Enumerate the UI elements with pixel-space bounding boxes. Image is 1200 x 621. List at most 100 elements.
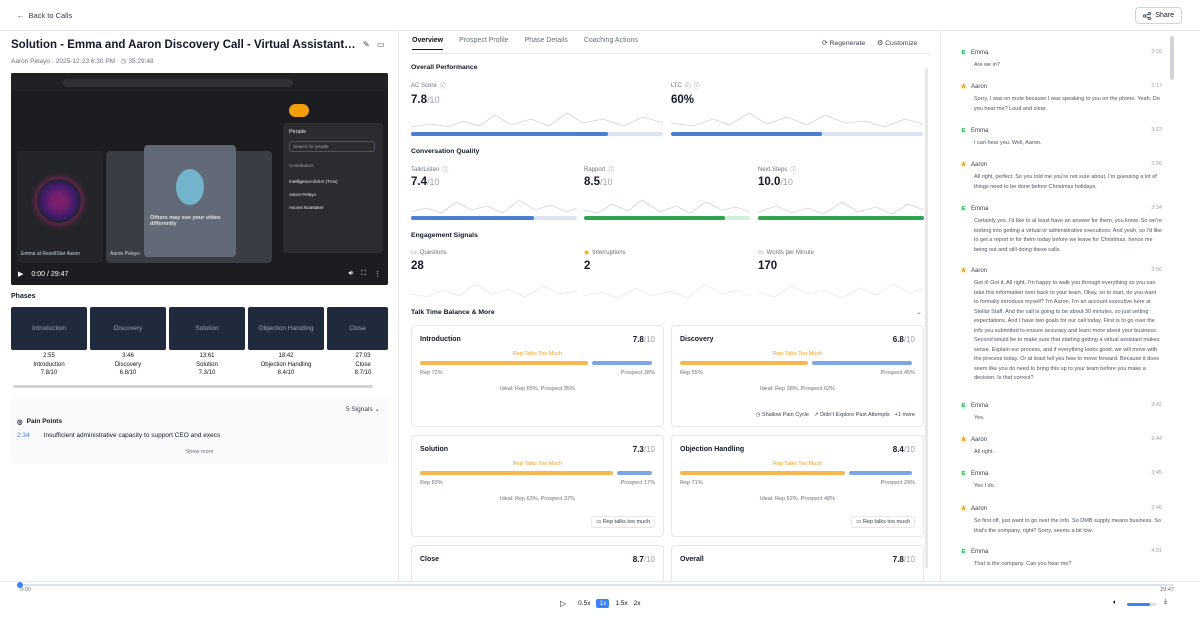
transcript-message[interactable]: E Emma 3:16 Are we in? <box>960 49 1162 71</box>
phase-thumb-introduction[interactable]: Introduction <box>11 307 87 350</box>
video-player[interactable]: Emma at ResellStar Aaron Others may see … <box>11 73 388 285</box>
message-time[interactable]: 3:23 <box>1151 127 1162 133</box>
divider <box>940 31 941 581</box>
timeline-knob[interactable] <box>17 582 23 588</box>
tag-chip[interactable]: ▭ Rep talks too much <box>851 516 915 528</box>
phase-card-discovery[interactable]: Discovery 6.8/10 Rep Talks Too Much Rep … <box>671 325 924 427</box>
next-steps-value: 10.0/10 <box>758 176 793 188</box>
card-tags: ▭ Rep talks too much <box>591 516 655 528</box>
play-icon[interactable]: ▷ <box>560 599 567 608</box>
interruptions-sparkline <box>584 283 750 299</box>
transcript-scrollbar[interactable] <box>1170 36 1174 80</box>
message-text: Sorry, I was on mute because I was speak… <box>974 96 1160 112</box>
chevron-down-icon[interactable]: ⌄ <box>916 309 922 316</box>
tag-chip[interactable]: ▭ Rep talks too much <box>591 516 655 528</box>
tab-prospect-profile[interactable]: Prospect Profile <box>459 37 509 44</box>
message-time[interactable]: 3:46 <box>1151 505 1162 511</box>
signals-toggle[interactable]: 5 Signals ⌄ <box>346 405 380 413</box>
share-label: Share <box>1155 12 1174 19</box>
player-timeline[interactable] <box>17 582 1174 588</box>
player-controls: ▷ 0.5x 1x 1.5x 2x <box>560 599 641 608</box>
people-search[interactable]: Search for people <box>289 141 375 152</box>
phase-time: 27:03 <box>355 353 371 359</box>
phase-card-introduction[interactable]: Introduction 7.8/10 Rep Talks Too Much R… <box>411 325 664 427</box>
message-time[interactable]: 3:34 <box>1151 205 1162 211</box>
message-time[interactable]: 3:16 <box>1151 49 1162 55</box>
speed-option-active[interactable]: 1x <box>596 599 610 608</box>
tag-chip[interactable]: ◷ Shallow Pain Cycle <box>755 412 809 418</box>
message-time[interactable]: 4:01 <box>1151 548 1162 554</box>
pain-time[interactable]: 2:34 <box>17 432 30 439</box>
transcript-message[interactable]: A Aaron 3:26 All right, perfect. So you tol… <box>960 161 1162 192</box>
engagement-label: Words per Minute <box>766 249 814 256</box>
tag-chip[interactable]: +1 more <box>894 412 915 418</box>
overview-scrollbar[interactable] <box>925 68 928 568</box>
more-icon[interactable]: ⋮ <box>374 271 381 278</box>
rapport-bar <box>584 216 750 220</box>
edit-icon[interactable]: ✎ <box>363 40 370 49</box>
phase-thumb-discovery[interactable]: Discovery <box>90 307 166 350</box>
transcript-message[interactable]: E Emma 3:42 Yes. <box>960 402 1162 424</box>
phase-score: 6.8/10 <box>119 370 137 376</box>
phase-card-overall[interactable]: Overall 7.8/10 <box>671 545 924 581</box>
transcript-message[interactable]: A Aaron 3:46 So first off, just want to go … <box>960 505 1162 536</box>
speed-option[interactable]: 0.5x <box>578 600 591 607</box>
player-current-time: 0:00 <box>20 587 31 593</box>
signals-panel: 5 Signals ⌄ ◎ Pain Points 2:34 Insufficien… <box>11 398 388 464</box>
quality-heading: Conversation Quality <box>411 148 480 155</box>
phase-thumb-objection-handling[interactable]: Objection Handling <box>248 307 324 350</box>
phase-card-objection-handling[interactable]: Objection Handling 8.4/10 Rep Talks Too … <box>671 435 924 537</box>
play-icon[interactable]: ▶ <box>18 271 24 278</box>
tab-phase-details[interactable]: Phase Details <box>524 37 568 44</box>
transcript-message[interactable]: A Aaron 3:17 Sorry, I was on mute because I… <box>960 83 1162 114</box>
info-icon: ⓘ <box>439 84 446 90</box>
transcript-message[interactable]: E Emma 4:01 That is the company. Can you he… <box>960 548 1162 570</box>
message-time[interactable]: 3:45 <box>1151 470 1162 476</box>
message-time[interactable]: 3:56 <box>1151 267 1162 273</box>
video-icon[interactable]: ▭ <box>377 40 385 49</box>
message-text: Got it! Got it. All right, I'm happy to … <box>974 280 1160 381</box>
show-more-button[interactable]: Show more <box>185 449 214 455</box>
speed-option[interactable]: 1.5x <box>615 600 628 607</box>
speed-option[interactable]: 2x <box>633 600 641 607</box>
phase-thumb-solution[interactable]: Solution <box>169 307 245 350</box>
message-time[interactable]: 3:42 <box>1151 402 1162 408</box>
speaker-name: Aaron <box>971 436 988 443</box>
avatar: E <box>960 49 967 56</box>
tab-overview[interactable]: Overview <box>412 37 444 50</box>
download-icon[interactable]: ⤓ <box>1164 598 1167 605</box>
share-button[interactable]: Share <box>1135 7 1182 24</box>
prospect-share <box>812 361 913 365</box>
message-time[interactable]: 3:26 <box>1151 161 1162 167</box>
transcript-message[interactable]: A Aaron 3:44 All right. <box>960 436 1162 458</box>
volume-slider[interactable] <box>1127 603 1157 606</box>
rep-pct: Rep 55% <box>680 370 703 376</box>
tag-chip[interactable]: ↗ Didn't Explore Past Attempts <box>813 412 890 418</box>
message-time[interactable]: 3:17 <box>1151 83 1162 89</box>
phase-card-solution[interactable]: Solution 7.3/10 Rep Talks Too Much Rep 8… <box>411 435 664 537</box>
interruptions-label: ◉ Interruptions <box>584 249 626 257</box>
overall-heading: Overall Performance <box>411 64 478 71</box>
pain-point-item[interactable]: 2:34 Insufficient administrative capacity… <box>17 432 220 439</box>
transcript-message[interactable]: E Emma 3:23 I can hear you. Well, Aaron. <box>960 127 1162 149</box>
volume-icon[interactable]: 🔊︎ <box>348 270 354 277</box>
phase-card-close[interactable]: Close 8.7/10 <box>411 545 664 581</box>
tile-warning: Others may see your video differently <box>150 215 221 227</box>
message-text: I can hear you. Well, Aaron. <box>974 140 1042 146</box>
customize-button[interactable]: ⚙ Customize <box>877 39 917 47</box>
regenerate-button[interactable]: ⟳ Regenerate <box>822 39 865 47</box>
avatar: A <box>960 83 967 90</box>
back-to-calls-link[interactable]: ← Back to Calls <box>17 11 72 20</box>
transcript-message[interactable]: E Emma 3:45 Yes I do. <box>960 470 1162 492</box>
message-time[interactable]: 3:44 <box>1151 436 1162 442</box>
transcript-message[interactable]: E Emma 3:34 Certainly yes. I'd like to at l… <box>960 205 1162 255</box>
message-speaker: E Emma <box>960 548 1162 555</box>
phase-thumb-close[interactable]: Close <box>327 307 388 350</box>
speaker-name: Emma <box>971 402 989 409</box>
volume-icon[interactable]: 🔈︎ <box>1113 599 1117 606</box>
phases-scrollbar[interactable] <box>13 385 373 388</box>
speaker-glow <box>37 179 81 223</box>
tab-coaching-actions[interactable]: Coaching Actions <box>583 37 638 44</box>
fullscreen-icon[interactable]: ⛶ <box>361 270 366 277</box>
transcript-message[interactable]: A Aaron 3:56 Got it! Got it. All right, I'm… <box>960 267 1162 384</box>
